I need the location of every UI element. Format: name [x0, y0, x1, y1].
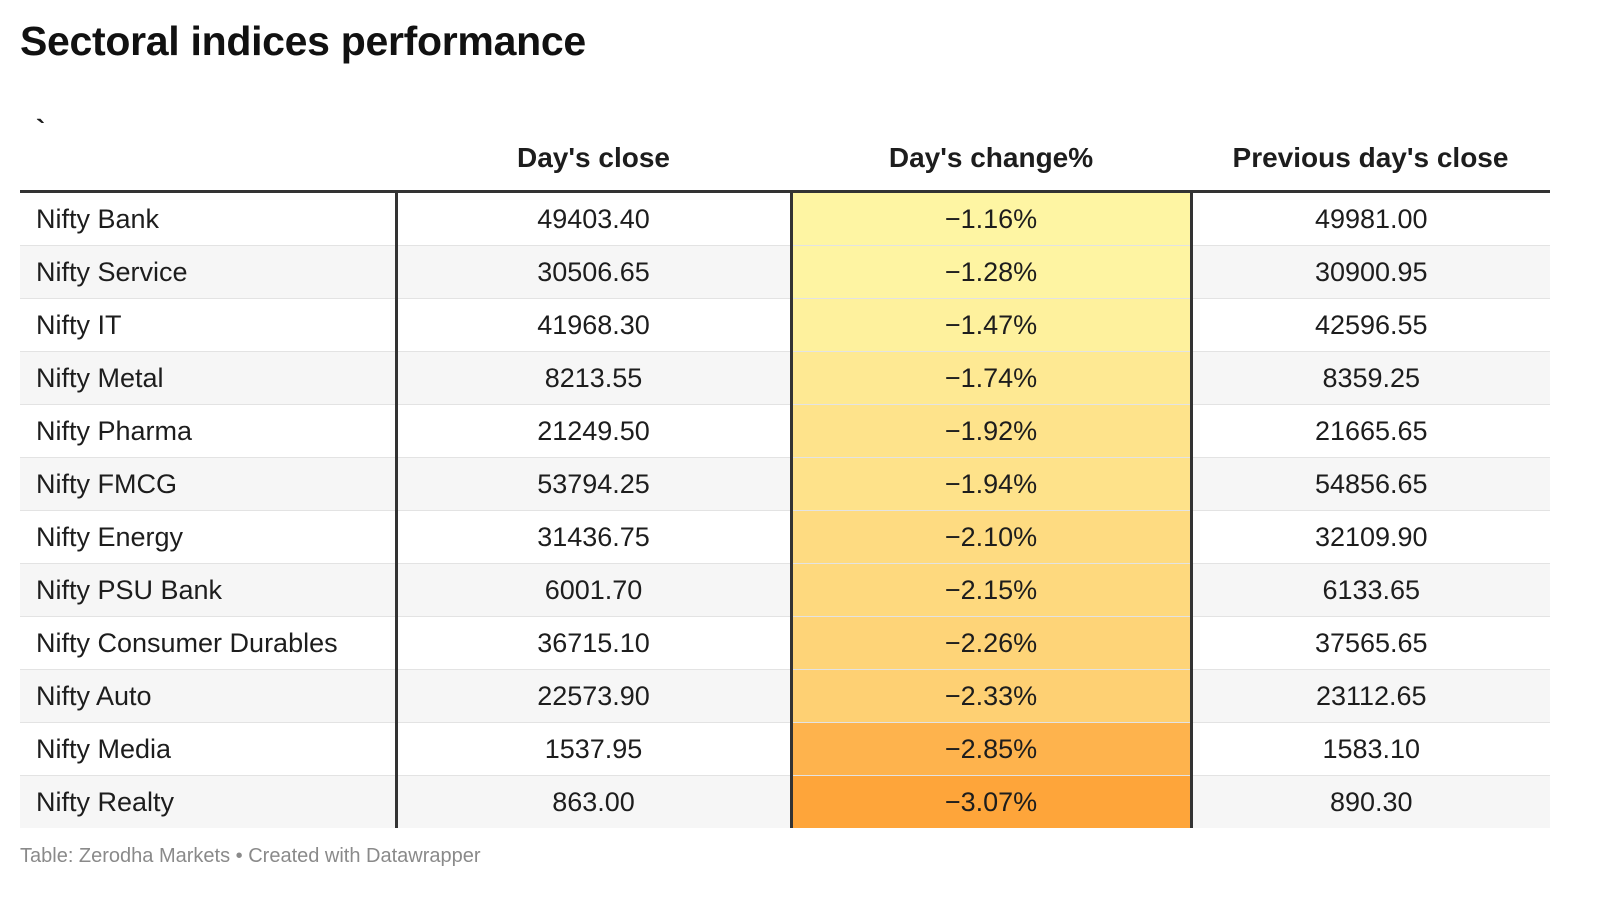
cell-day-change: −3.07% [791, 775, 1193, 828]
table-row: Nifty Service 30506.65 −1.28% 30900.95 [20, 245, 1550, 299]
table-row: Nifty Bank 49403.40 −1.16% 49981.00 [20, 191, 1550, 246]
cell-prev-close: 37565.65 [1191, 616, 1550, 670]
cell-sector-name: Nifty Realty [20, 775, 398, 828]
table-row: Nifty PSU Bank 6001.70 −2.15% 6133.65 [20, 563, 1550, 617]
cell-prev-close: 6133.65 [1191, 563, 1550, 617]
cell-day-close: 36715.10 [396, 616, 793, 670]
table-row: Nifty Energy 31436.75 −2.10% 32109.90 [20, 510, 1550, 564]
cell-day-close: 8213.55 [396, 351, 793, 405]
cell-day-close: 30506.65 [396, 245, 793, 299]
cell-day-change: −2.33% [791, 669, 1193, 723]
cell-day-close: 53794.25 [396, 457, 793, 511]
cell-day-close: 6001.70 [396, 563, 793, 617]
cell-day-change: −2.26% [791, 616, 1193, 670]
cell-day-close: 1537.95 [396, 722, 793, 776]
cell-sector-name: Nifty Service [20, 245, 398, 299]
cell-day-close: 21249.50 [396, 404, 793, 458]
cell-prev-close: 890.30 [1191, 775, 1550, 828]
cell-sector-name: Nifty Media [20, 722, 398, 776]
cell-day-change: −1.94% [791, 457, 1193, 511]
column-header-prev[interactable]: Previous day's close [1191, 108, 1550, 193]
cell-prev-close: 8359.25 [1191, 351, 1550, 405]
column-header-name[interactable]: ` [20, 108, 396, 193]
table-row: Nifty Consumer Durables 36715.10 −2.26% 375… [20, 616, 1550, 670]
table-row: Nifty Realty 863.00 −3.07% 890.30 [20, 775, 1550, 828]
chart-title: Sectoral indices performance [20, 18, 586, 64]
table-row: Nifty Metal 8213.55 −1.74% 8359.25 [20, 351, 1550, 405]
cell-day-change: −2.15% [791, 563, 1193, 617]
cell-day-change: −2.85% [791, 722, 1193, 776]
source-footer: Table: Zerodha Markets • Created with Da… [20, 845, 481, 867]
cell-sector-name: Nifty Auto [20, 669, 398, 723]
cell-prev-close: 54856.65 [1191, 457, 1550, 511]
column-header-change[interactable]: Day's change% [791, 108, 1191, 193]
cell-day-change: −1.16% [791, 191, 1193, 246]
cell-prev-close: 21665.65 [1191, 404, 1550, 458]
cell-day-change: −1.28% [791, 245, 1193, 299]
column-header-close[interactable]: Day's close [396, 108, 791, 193]
cell-sector-name: Nifty Metal [20, 351, 398, 405]
cell-day-change: −1.74% [791, 351, 1193, 405]
cell-sector-name: Nifty Consumer Durables [20, 616, 398, 670]
cell-sector-name: Nifty Bank [20, 191, 398, 246]
cell-day-close: 22573.90 [396, 669, 793, 723]
cell-day-close: 31436.75 [396, 510, 793, 564]
cell-day-close: 41968.30 [396, 298, 793, 352]
cell-day-change: −1.47% [791, 298, 1193, 352]
cell-day-change: −1.92% [791, 404, 1193, 458]
cell-prev-close: 23112.65 [1191, 669, 1550, 723]
sector-table: ` Day's close Day's change% Previous day… [20, 108, 1550, 828]
cell-sector-name: Nifty IT [20, 298, 398, 352]
cell-prev-close: 42596.55 [1191, 298, 1550, 352]
data-table-container: ` Day's close Day's change% Previous day… [20, 108, 1550, 828]
table-row: Nifty Media 1537.95 −2.85% 1583.10 [20, 722, 1550, 776]
header-row: ` Day's close Day's change% Previous day… [20, 108, 1550, 193]
cell-day-close: 863.00 [396, 775, 793, 828]
cell-prev-close: 1583.10 [1191, 722, 1550, 776]
table-row: Nifty Pharma 21249.50 −1.92% 21665.65 [20, 404, 1550, 458]
cell-prev-close: 30900.95 [1191, 245, 1550, 299]
cell-day-change: −2.10% [791, 510, 1193, 564]
cell-sector-name: Nifty Pharma [20, 404, 398, 458]
cell-day-close: 49403.40 [396, 191, 793, 246]
cell-sector-name: Nifty Energy [20, 510, 398, 564]
cell-prev-close: 32109.90 [1191, 510, 1550, 564]
table-row: Nifty FMCG 53794.25 −1.94% 54856.65 [20, 457, 1550, 511]
cell-prev-close: 49981.00 [1191, 191, 1550, 246]
table-row: Nifty IT 41968.30 −1.47% 42596.55 [20, 298, 1550, 352]
cell-sector-name: Nifty FMCG [20, 457, 398, 511]
cell-sector-name: Nifty PSU Bank [20, 563, 398, 617]
table-body: Nifty Bank 49403.40 −1.16% 49981.00 Nifty Se… [20, 191, 1550, 828]
table-row: Nifty Auto 22573.90 −2.33% 23112.65 [20, 669, 1550, 723]
